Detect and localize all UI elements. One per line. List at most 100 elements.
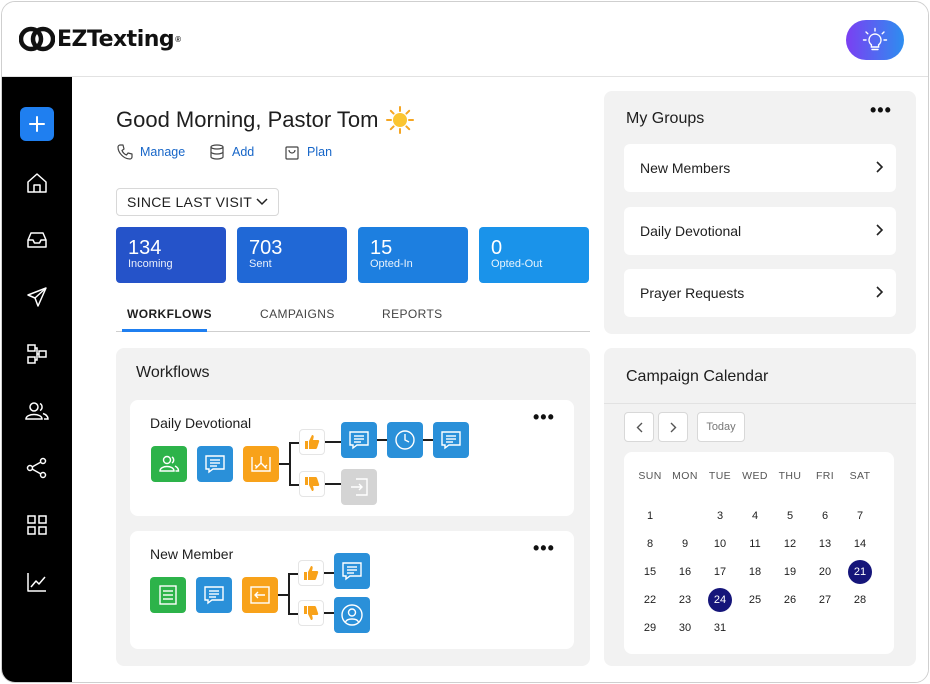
calendar-today-button[interactable]: Today <box>697 412 745 442</box>
active-tab-indicator <box>122 329 207 332</box>
groups-more-button[interactable]: ••• <box>870 100 892 120</box>
calendar-day-scheduled[interactable]: 21 <box>848 560 872 584</box>
branch-no[interactable] <box>299 471 325 497</box>
calendar-day[interactable]: 18 <box>748 566 762 578</box>
workflow-node-contact[interactable] <box>334 597 370 633</box>
calendar-day[interactable]: 31 <box>713 622 727 634</box>
workflow-node-split[interactable] <box>243 446 279 482</box>
tab-campaigns[interactable]: CAMPAIGNS <box>260 307 335 321</box>
sidebar-item-home[interactable] <box>20 166 54 200</box>
workflow-card-daily-devotional[interactable]: Daily Devotional ••• <box>130 400 574 516</box>
calendar-day[interactable]: 7 <box>856 510 864 522</box>
workflow-node-delay[interactable] <box>387 422 423 458</box>
calendar-prev-button[interactable] <box>624 412 654 442</box>
group-item[interactable]: Prayer Requests <box>624 269 896 317</box>
calendar-day[interactable]: 25 <box>748 594 762 606</box>
sidebar-item-integrations[interactable] <box>20 451 54 485</box>
weekday-label: WED <box>742 470 768 482</box>
stat-opted-out[interactable]: 0 Opted-Out <box>479 227 589 283</box>
brand-logo[interactable]: EZTexting ® <box>19 24 181 54</box>
workflow-card-new-member[interactable]: New Member ••• <box>130 531 574 649</box>
connector-line <box>288 613 298 615</box>
calendar-day[interactable]: 10 <box>713 538 727 550</box>
calendar-day[interactable]: 20 <box>818 566 832 578</box>
workflow-node-message[interactable] <box>334 553 370 589</box>
workflow-node-message[interactable] <box>196 577 232 613</box>
sidebar-item-inbox[interactable] <box>20 223 54 257</box>
calendar-day[interactable]: 15 <box>643 566 657 578</box>
add-label: Add <box>232 145 255 159</box>
calendar-day[interactable]: 30 <box>678 622 692 634</box>
workflow-node-message[interactable] <box>197 446 233 482</box>
calendar-day[interactable]: 6 <box>821 510 829 522</box>
database-icon <box>210 144 224 160</box>
time-filter-select[interactable]: SINCE LAST VISIT <box>116 188 279 216</box>
calendar-day[interactable]: 12 <box>783 538 797 550</box>
workflow-node-condition[interactable] <box>242 577 278 613</box>
workflow-node-audience[interactable] <box>151 446 187 482</box>
stat-label: Opted-In <box>370 258 413 270</box>
form-icon <box>159 585 177 605</box>
branch-yes[interactable] <box>299 429 325 455</box>
workflow-more-button[interactable]: ••• <box>533 407 555 427</box>
group-item[interactable]: Daily Devotional <box>624 207 896 255</box>
calendar-day[interactable]: 23 <box>678 594 692 606</box>
add-link[interactable]: Add <box>208 143 254 161</box>
connector-line <box>279 463 289 465</box>
lightbulb-icon <box>862 27 888 51</box>
tips-button[interactable] <box>846 20 904 60</box>
workflow-node-message[interactable] <box>341 422 377 458</box>
calendar-day[interactable]: 8 <box>646 538 654 550</box>
calendar-day[interactable]: 11 <box>749 538 761 550</box>
calendar-day[interactable]: 1 <box>646 510 654 522</box>
message-icon <box>441 431 461 450</box>
connector-line <box>325 441 341 443</box>
workflows-panel: Workflows Daily Devotional ••• <box>116 348 590 666</box>
stat-incoming[interactable]: 134 Incoming <box>116 227 226 283</box>
sidebar-item-contacts[interactable] <box>20 394 54 428</box>
workflow-node-form[interactable] <box>150 577 186 613</box>
branch-no[interactable] <box>298 600 324 626</box>
sidebar-item-analytics[interactable] <box>20 565 54 599</box>
calendar-day[interactable]: 5 <box>786 510 794 522</box>
calendar-day[interactable]: 14 <box>853 538 867 550</box>
calendar-day[interactable]: 17 <box>713 566 727 578</box>
analytics-icon <box>27 573 46 592</box>
calendar-day[interactable]: 27 <box>818 594 832 606</box>
calendar-day[interactable]: 3 <box>716 510 724 522</box>
stat-sent[interactable]: 703 Sent <box>237 227 347 283</box>
weekday-label: TUE <box>708 470 732 482</box>
branch-yes[interactable] <box>298 560 324 586</box>
weekday-label: SUN <box>638 470 662 482</box>
workflow-node-exit[interactable] <box>341 469 377 505</box>
calendar-day[interactable]: 29 <box>643 622 657 634</box>
calendar-day-scheduled[interactable]: 24 <box>708 588 732 612</box>
my-groups-title: My Groups <box>626 110 705 127</box>
main-content: Good Morning, Pastor Tom Manage Add Plan <box>72 77 928 682</box>
manage-link[interactable]: Manage <box>116 143 185 161</box>
sidebar-item-apps[interactable] <box>20 508 54 542</box>
calendar-day[interactable]: 22 <box>643 594 657 606</box>
sidebar-item-send[interactable] <box>20 280 54 314</box>
calendar-day[interactable]: 19 <box>783 566 797 578</box>
calendar-day[interactable]: 4 <box>751 510 759 522</box>
tab-workflows[interactable]: WORKFLOWS <box>127 307 212 321</box>
calendar-day[interactable]: 13 <box>818 538 832 550</box>
workflow-node-message[interactable] <box>433 422 469 458</box>
sidebar-item-workflows[interactable] <box>20 337 54 371</box>
connector-line <box>289 442 299 444</box>
plan-link[interactable]: Plan <box>283 143 332 161</box>
weekday-label: SAT <box>849 470 871 482</box>
create-button[interactable] <box>20 107 54 141</box>
calendar-day[interactable]: 28 <box>853 594 867 606</box>
calendar-day[interactable]: 9 <box>681 538 689 550</box>
calendar-day[interactable]: 26 <box>783 594 797 606</box>
tab-reports[interactable]: REPORTS <box>382 307 443 321</box>
group-item[interactable]: New Members <box>624 144 896 192</box>
workflow-more-button[interactable]: ••• <box>533 538 555 558</box>
user-icon <box>341 604 363 626</box>
stat-opted-in[interactable]: 15 Opted-In <box>358 227 468 283</box>
calendar-day[interactable]: 16 <box>678 566 692 578</box>
calendar-next-button[interactable] <box>658 412 688 442</box>
integrations-icon <box>26 457 47 479</box>
